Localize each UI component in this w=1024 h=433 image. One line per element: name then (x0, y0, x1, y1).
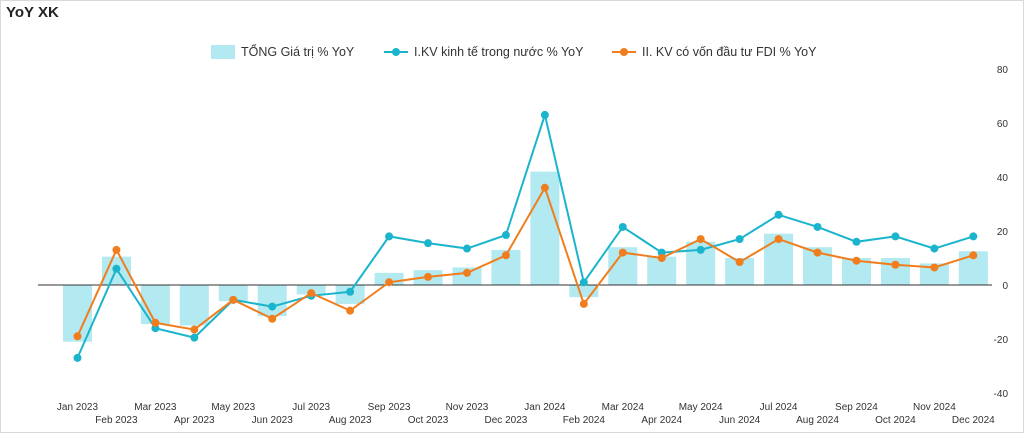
x-tick-label: Aug 2023 (329, 415, 372, 426)
point-1-5 (268, 314, 277, 323)
point-0-11 (501, 231, 510, 240)
y-tick-label: 80 (997, 65, 1009, 76)
x-tick-label: Oct 2024 (875, 415, 916, 426)
point-0-0 (73, 353, 82, 362)
point-1-0 (73, 332, 82, 341)
point-1-1 (112, 245, 121, 254)
x-tick-label: Jun 2024 (719, 415, 761, 426)
x-tick-label: May 2023 (211, 402, 255, 413)
legend-label: II. KV có vốn đầu tư FDI % YoY (642, 45, 817, 59)
x-tick-label: Apr 2024 (641, 415, 682, 426)
point-0-1 (112, 264, 121, 273)
x-tick-label: Dec 2023 (485, 415, 528, 426)
point-1-22 (930, 263, 939, 272)
bar-5 (257, 285, 287, 317)
point-0-14 (618, 222, 627, 231)
point-0-18 (774, 210, 783, 219)
legend-label: I.KV kinh tế trong nước % YoY (414, 45, 584, 59)
x-tick-label: Mar 2024 (602, 402, 645, 413)
x-tick-label: Jun 2023 (252, 415, 294, 426)
x-tick-label: Feb 2023 (95, 415, 138, 426)
x-tick-label: Jan 2023 (57, 402, 99, 413)
point-1-15 (657, 254, 666, 262)
x-axis-ticks: Jan 2023 Feb 2023 Mar 2023 Apr 2023 May 2023… (57, 402, 995, 426)
point-0-13 (579, 278, 588, 287)
x-tick-label: Aug 2024 (796, 415, 839, 426)
chart-title: YoY XK (6, 4, 59, 21)
line-series (73, 110, 978, 362)
line-series-1 (76, 185, 974, 337)
point-1-16 (696, 235, 705, 244)
bar-3 (179, 285, 209, 326)
point-0-21 (891, 232, 900, 241)
point-0-3 (190, 333, 199, 342)
point-1-11 (501, 251, 510, 260)
point-1-17 (735, 258, 744, 267)
x-tick-label: Sep 2024 (835, 402, 878, 413)
point-0-10 (462, 244, 471, 253)
point-1-20 (852, 256, 861, 265)
point-1-9 (424, 272, 433, 281)
point-1-2 (151, 318, 160, 327)
x-tick-label: Jul 2024 (760, 402, 798, 413)
y-tick-label: 0 (1002, 281, 1008, 292)
x-tick-label: Sep 2023 (368, 402, 411, 413)
x-tick-label: Jan 2024 (524, 402, 566, 413)
bar-series (62, 171, 988, 342)
point-1-23 (969, 251, 978, 260)
point-1-13 (579, 299, 588, 308)
x-tick-label: Feb 2024 (563, 415, 606, 426)
point-1-18 (774, 235, 783, 244)
point-1-3 (190, 325, 199, 334)
point-1-19 (813, 248, 822, 257)
x-tick-label: Apr 2023 (174, 415, 215, 426)
point-0-22 (930, 244, 939, 253)
legend-label: TỔNG Giá trị % YoY (241, 44, 355, 59)
point-0-7 (346, 287, 355, 296)
y-tick-label: -40 (994, 389, 1009, 400)
point-0-17 (735, 235, 744, 244)
line-series-0 (76, 111, 974, 359)
point-0-23 (969, 232, 978, 241)
y-axis-ticks: -40 -20 0 20 40 60 80 (994, 65, 1009, 400)
point-0-8 (385, 232, 394, 241)
legend-swatch-marker (620, 48, 628, 56)
point-0-20 (852, 237, 861, 246)
y-tick-label: 20 (997, 227, 1009, 238)
x-tick-label: Jul 2023 (292, 402, 330, 413)
legend-swatch-marker (392, 48, 400, 56)
y-tick-label: 40 (997, 173, 1009, 184)
point-0-19 (813, 222, 822, 231)
point-1-12 (540, 183, 549, 192)
point-1-8 (385, 278, 394, 287)
point-0-16 (696, 245, 705, 254)
legend: TỔNG Giá trị % YoY I.KV kinh tế trong nướ… (211, 44, 817, 59)
x-tick-label: Oct 2023 (408, 415, 449, 426)
x-tick-label: Nov 2024 (913, 402, 956, 413)
point-0-5 (268, 302, 277, 311)
point-1-21 (891, 260, 900, 269)
point-1-4 (229, 295, 238, 304)
x-tick-label: May 2024 (679, 402, 723, 413)
bar-4 (218, 285, 248, 302)
point-0-12 (540, 110, 549, 119)
y-tick-label: -20 (994, 335, 1009, 346)
x-tick-label: Dec 2024 (952, 415, 995, 426)
legend-swatch-bar (211, 45, 235, 59)
point-1-7 (346, 306, 355, 315)
point-1-6 (307, 289, 316, 298)
x-tick-label: Mar 2023 (134, 402, 177, 413)
x-tick-label: Nov 2023 (446, 402, 489, 413)
point-1-10 (462, 268, 471, 277)
bar-22 (919, 263, 949, 285)
point-1-14 (618, 248, 627, 257)
point-0-9 (424, 239, 433, 248)
y-tick-label: 60 (997, 119, 1009, 130)
